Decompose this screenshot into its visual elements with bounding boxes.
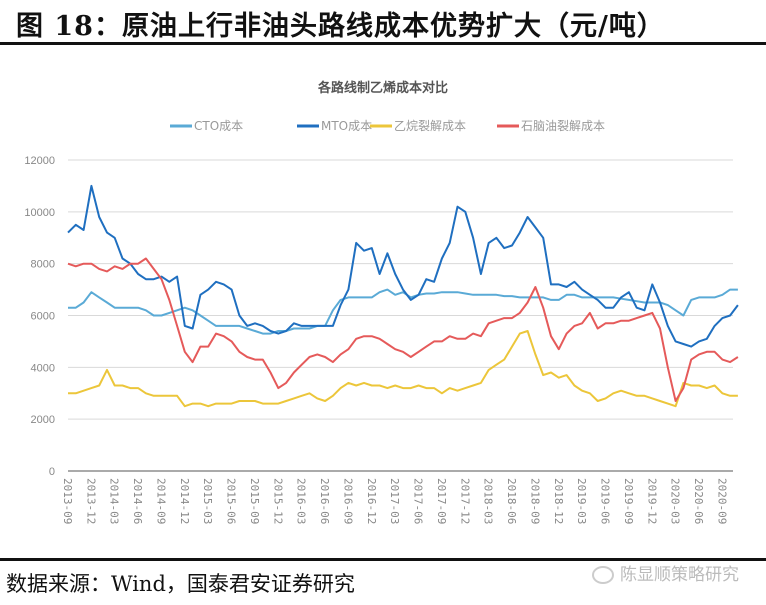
y-tick-label: 8000: [31, 259, 55, 271]
x-tick-label: 2020-03: [669, 478, 682, 524]
series-line-CTO成本: [68, 288, 738, 335]
figure-title: 图 18：原油上行非油头路线成本优势扩大（元/吨）: [16, 11, 665, 42]
wechat-icon: [592, 566, 614, 584]
watermark-text: 陈显顺策略研究: [620, 565, 739, 585]
x-tick-label: 2019-12: [645, 478, 658, 524]
gridlines: [68, 159, 733, 420]
x-tick-label: 2016-09: [341, 478, 354, 524]
footer-divider: [0, 558, 766, 561]
series-line-乙烷裂解成本: [68, 330, 738, 408]
x-tick-label: 2014-03: [108, 478, 121, 524]
x-tick-label: 2013-09: [61, 478, 74, 524]
x-tick-label: 2017-12: [458, 478, 471, 524]
y-tick-label: 12000: [24, 155, 55, 167]
series-lines: [67, 184, 739, 408]
x-tick-label: 2019-06: [599, 478, 612, 524]
y-tick-label: 6000: [31, 311, 55, 323]
x-tick-label: 2020-09: [715, 478, 728, 524]
x-tick-label: 2015-03: [201, 478, 214, 524]
legend-label: 乙烷裂解成本: [394, 119, 466, 133]
source-note: 数据来源：Wind，国泰君安证券研究: [6, 572, 355, 596]
x-axis: 2013-09 2013-12 2014-03 2014-06 2014-09 2014-…: [61, 470, 733, 524]
x-tick-label: 2017-09: [435, 478, 448, 524]
legend-label: CTO成本: [194, 119, 243, 133]
x-tick-label: 2020-06: [692, 478, 705, 524]
series-line-石脑油裂解成本: [67, 257, 739, 402]
chart-legend: CTO成本 MTO成本 乙烷裂解成本 石脑油裂解成本: [170, 119, 605, 133]
x-tick-label: 2013-12: [84, 478, 97, 524]
x-tick-label: 2015-09: [248, 478, 261, 524]
watermark: 陈显顺策略研究: [592, 560, 739, 585]
x-tick-label: 2015-06: [225, 478, 238, 524]
title-divider: [0, 42, 766, 45]
x-tick-label: 2016-06: [318, 478, 331, 524]
chart-title: 各路线制乙烯成本对比: [317, 80, 448, 96]
x-tick-label: 2018-06: [505, 478, 518, 524]
x-tick-label: 2019-03: [575, 478, 588, 524]
x-tick-label: 2018-09: [528, 478, 541, 524]
legend-label: MTO成本: [321, 119, 372, 133]
line-chart: 各路线制乙烯成本对比 CTO成本 MTO成本 乙烷裂解成本 石脑油裂解成本 0 2000…: [24, 80, 739, 524]
x-tick-label: 2014-09: [154, 478, 167, 524]
x-tick-label: 2018-03: [482, 478, 495, 524]
y-tick-label: 0: [49, 466, 55, 478]
y-tick-label: 2000: [31, 414, 55, 426]
y-tick-label: 10000: [24, 207, 55, 219]
x-tick-label: 2017-06: [412, 478, 425, 524]
x-tick-label: 2014-12: [178, 478, 191, 524]
x-tick-label: 2015-12: [271, 478, 284, 524]
y-tick-label: 4000: [31, 362, 55, 374]
legend-label: 石脑油裂解成本: [521, 119, 605, 133]
x-tick-label: 2018-12: [552, 478, 565, 524]
y-axis: 0 2000 4000 6000 8000 10000 12000: [24, 155, 55, 478]
x-tick-label: 2017-03: [388, 478, 401, 524]
x-tick-label: 2016-12: [365, 478, 378, 524]
x-tick-label: 2014-06: [131, 478, 144, 524]
x-tick-label: 2016-03: [295, 478, 308, 524]
x-tick-label: 2019-09: [622, 478, 635, 524]
series-line-MTO成本: [67, 184, 739, 348]
